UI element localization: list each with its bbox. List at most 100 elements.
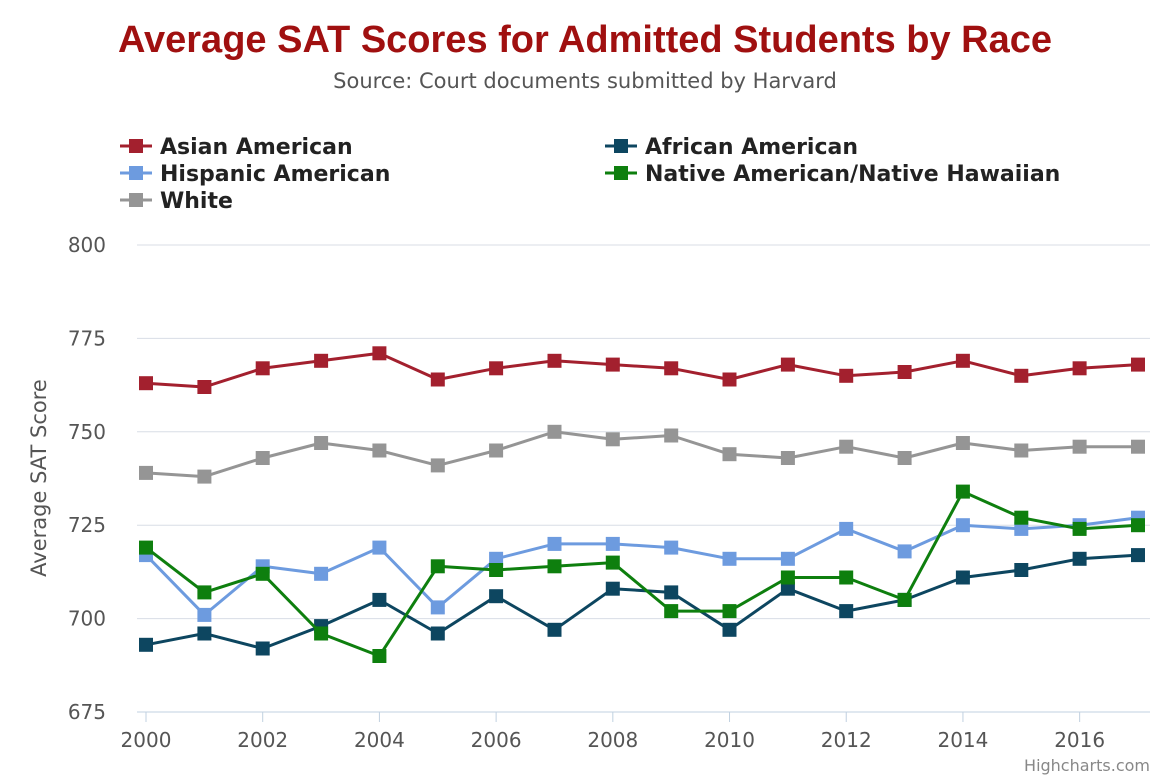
data-point[interactable] <box>139 465 153 480</box>
data-point[interactable] <box>430 600 445 615</box>
data-point[interactable] <box>780 581 795 596</box>
data-point[interactable] <box>897 592 912 607</box>
data-point[interactable] <box>255 566 270 581</box>
y-tick-label: 775 <box>68 326 106 350</box>
data-point[interactable] <box>139 540 153 555</box>
data-point[interactable] <box>197 585 212 600</box>
chart-subtitle: Source: Court documents submitted by Har… <box>333 69 837 93</box>
data-point[interactable] <box>839 439 854 454</box>
data-point[interactable] <box>605 357 620 372</box>
data-point[interactable] <box>780 551 795 566</box>
data-point[interactable] <box>197 607 212 622</box>
legend-item-asian-american[interactable]: Asian American <box>120 135 353 160</box>
data-point[interactable] <box>664 361 679 376</box>
data-point[interactable] <box>372 649 387 663</box>
legend-item-white[interactable]: White <box>120 189 233 214</box>
data-point[interactable] <box>1072 551 1087 566</box>
data-point[interactable] <box>605 581 620 596</box>
data-point[interactable] <box>1131 518 1145 533</box>
data-point[interactable] <box>197 626 212 641</box>
data-point[interactable] <box>430 626 445 641</box>
data-point[interactable] <box>839 570 854 585</box>
data-point[interactable] <box>1131 357 1145 372</box>
legend-item-hispanic-american[interactable]: Hispanic American <box>120 162 390 187</box>
data-point[interactable] <box>314 353 329 368</box>
data-point[interactable] <box>1014 368 1029 383</box>
data-point[interactable] <box>489 361 504 376</box>
data-point[interactable] <box>489 443 504 458</box>
legend-item-african-american[interactable]: African American <box>605 135 858 160</box>
data-point[interactable] <box>1014 443 1029 458</box>
data-point[interactable] <box>955 570 970 585</box>
data-point[interactable] <box>897 544 912 559</box>
data-point[interactable] <box>547 559 562 574</box>
data-point[interactable] <box>780 570 795 585</box>
data-point[interactable] <box>547 622 562 637</box>
legend-marker <box>614 166 628 180</box>
data-point[interactable] <box>314 566 329 581</box>
data-point[interactable] <box>722 447 737 462</box>
data-point[interactable] <box>780 357 795 372</box>
data-point[interactable] <box>839 521 854 536</box>
data-point[interactable] <box>489 551 504 566</box>
data-point[interactable] <box>955 353 970 368</box>
data-point[interactable] <box>1131 439 1145 454</box>
data-point[interactable] <box>139 637 153 652</box>
data-point[interactable] <box>664 604 679 619</box>
data-point[interactable] <box>1131 548 1145 563</box>
data-point[interactable] <box>430 372 445 387</box>
data-point[interactable] <box>1014 563 1029 577</box>
x-tick-label: 2010 <box>704 728 755 752</box>
series-line <box>144 516 1139 617</box>
data-point[interactable] <box>547 424 562 439</box>
data-point[interactable] <box>955 484 970 499</box>
data-point[interactable] <box>1072 439 1087 454</box>
data-point[interactable] <box>372 592 387 607</box>
data-point[interactable] <box>430 458 445 473</box>
data-point[interactable] <box>897 451 912 465</box>
data-point[interactable] <box>955 436 970 450</box>
data-point[interactable] <box>839 604 854 619</box>
data-point[interactable] <box>1014 510 1029 525</box>
data-point[interactable] <box>664 428 679 443</box>
x-tick-label: 2012 <box>821 728 872 752</box>
data-point[interactable] <box>255 641 270 656</box>
data-point[interactable] <box>372 346 387 361</box>
data-point[interactable] <box>372 443 387 458</box>
data-point[interactable] <box>372 540 387 555</box>
x-tick-label: 2002 <box>237 728 288 752</box>
data-point[interactable] <box>897 365 912 379</box>
data-point[interactable] <box>605 432 620 447</box>
data-point[interactable] <box>664 585 679 600</box>
data-point[interactable] <box>664 540 679 555</box>
y-tick-label: 675 <box>68 700 106 724</box>
data-point[interactable] <box>722 372 737 387</box>
x-tick-label: 2006 <box>471 728 522 752</box>
data-point[interactable] <box>255 361 270 376</box>
data-point[interactable] <box>197 380 212 394</box>
y-tick-label: 750 <box>68 420 106 444</box>
data-point[interactable] <box>605 536 620 551</box>
data-point[interactable] <box>255 451 270 465</box>
data-point[interactable] <box>1072 521 1087 536</box>
data-point[interactable] <box>780 451 795 465</box>
data-point[interactable] <box>839 368 854 383</box>
data-point[interactable] <box>955 518 970 533</box>
data-point[interactable] <box>1014 521 1029 536</box>
legend-item-native-american-native-hawaiian[interactable]: Native American/Native Hawaiian <box>605 162 1060 187</box>
data-point[interactable] <box>489 589 504 604</box>
data-point[interactable] <box>722 551 737 566</box>
legend-label: African American <box>645 135 858 160</box>
data-point[interactable] <box>722 622 737 637</box>
data-point[interactable] <box>547 353 562 368</box>
data-point[interactable] <box>314 436 329 450</box>
data-point[interactable] <box>547 536 562 551</box>
data-point[interactable] <box>722 604 737 619</box>
data-point[interactable] <box>139 376 153 391</box>
data-point[interactable] <box>489 563 504 577</box>
data-point[interactable] <box>197 469 212 484</box>
data-point[interactable] <box>1072 361 1087 376</box>
data-point[interactable] <box>605 555 620 570</box>
data-point[interactable] <box>430 559 445 574</box>
data-point[interactable] <box>314 626 329 641</box>
